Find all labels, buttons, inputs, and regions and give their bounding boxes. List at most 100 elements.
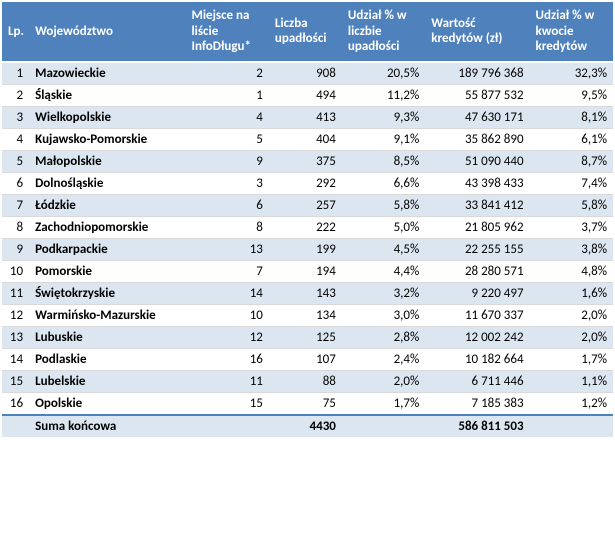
cell-woj: Podlaskie [29, 348, 185, 370]
cell-miejsce: 3 [185, 172, 268, 194]
cell-wartosc: 189 796 368 [425, 62, 529, 85]
cell-liczba: 292 [269, 172, 342, 194]
cell-woj: Małopolskie [29, 150, 185, 172]
cell-miejsce: 16 [185, 348, 268, 370]
cell-wartosc: 33 841 412 [425, 194, 529, 216]
cell-lp: 4 [2, 128, 29, 150]
cell-udzial-k: 1,7% [530, 348, 613, 370]
cell-empty [530, 415, 613, 437]
table-row: 2Śląskie149411,2%55 877 5329,5% [2, 84, 613, 106]
cell-woj: Lubelskie [29, 370, 185, 392]
cell-liczba: 88 [269, 370, 342, 392]
cell-liczba: 375 [269, 150, 342, 172]
cell-lp: 13 [2, 326, 29, 348]
header-wartosc: Wartość kredytów (zł) [425, 2, 529, 62]
cell-liczba: 222 [269, 216, 342, 238]
cell-udzial-l: 1,7% [342, 392, 425, 415]
cell-wartosc: 10 182 664 [425, 348, 529, 370]
table-row: 8Zachodniopomorskie82225,0%21 805 9623,7… [2, 216, 613, 238]
cell-miejsce: 12 [185, 326, 268, 348]
cell-liczba: 194 [269, 260, 342, 282]
cell-woj: Mazowieckie [29, 62, 185, 85]
cell-udzial-k: 8,7% [530, 150, 613, 172]
cell-lp: 15 [2, 370, 29, 392]
cell-miejsce: 8 [185, 216, 268, 238]
cell-lp: 2 [2, 84, 29, 106]
cell-woj: Opolskie [29, 392, 185, 415]
cell-miejsce: 5 [185, 128, 268, 150]
cell-udzial-k: 7,4% [530, 172, 613, 194]
cell-lp: 11 [2, 282, 29, 304]
cell-wartosc: 47 630 171 [425, 106, 529, 128]
total-row: Suma końcowa4430586 811 503 [2, 415, 613, 437]
header-lp: Lp. [2, 2, 29, 62]
cell-miejsce: 13 [185, 238, 268, 260]
cell-liczba: 125 [269, 326, 342, 348]
table-row: 3Wielkopolskie44139,3%47 630 1718,1% [2, 106, 613, 128]
cell-miejsce: 7 [185, 260, 268, 282]
header-liczba: Liczba upadłości [269, 2, 342, 62]
data-table: Lp. Województwo Miejsce na liście InfoDł… [2, 2, 613, 437]
cell-lp: 1 [2, 62, 29, 85]
cell-wartosc: 12 002 242 [425, 326, 529, 348]
table-row: 5Małopolskie93758,5%51 090 4408,7% [2, 150, 613, 172]
total-liczba: 4430 [269, 415, 342, 437]
cell-liczba: 413 [269, 106, 342, 128]
cell-udzial-l: 3,2% [342, 282, 425, 304]
cell-liczba: 199 [269, 238, 342, 260]
header-row: Lp. Województwo Miejsce na liście InfoDł… [2, 2, 613, 62]
cell-udzial-k: 2,0% [530, 304, 613, 326]
cell-miejsce: 2 [185, 62, 268, 85]
table-row: 9Podkarpackie131994,5%22 255 1553,8% [2, 238, 613, 260]
header-woj: Województwo [29, 2, 185, 62]
cell-woj: Pomorskie [29, 260, 185, 282]
table-row: 1Mazowieckie290820,5%189 796 36832,3% [2, 62, 613, 85]
cell-lp: 14 [2, 348, 29, 370]
cell-woj: Dolnośląskie [29, 172, 185, 194]
cell-lp: 7 [2, 194, 29, 216]
cell-woj: Śląskie [29, 84, 185, 106]
header-miejsce: Miejsce na liście InfoDługu* [185, 2, 268, 62]
cell-woj: Świętokrzyskie [29, 282, 185, 304]
cell-wartosc: 28 280 571 [425, 260, 529, 282]
cell-wartosc: 35 862 890 [425, 128, 529, 150]
cell-wartosc: 21 805 962 [425, 216, 529, 238]
cell-miejsce: 11 [185, 370, 268, 392]
cell-miejsce: 9 [185, 150, 268, 172]
cell-woj: Warmińsko-Mazurskie [29, 304, 185, 326]
cell-udzial-l: 2,8% [342, 326, 425, 348]
cell-lp: 6 [2, 172, 29, 194]
cell-woj: Kujawsko-Pomorskie [29, 128, 185, 150]
cell-empty [185, 415, 268, 437]
cell-liczba: 908 [269, 62, 342, 85]
table-row: 12Warmińsko-Mazurskie101343,0%11 670 337… [2, 304, 613, 326]
cell-udzial-k: 1,6% [530, 282, 613, 304]
cell-udzial-k: 6,1% [530, 128, 613, 150]
cell-udzial-k: 3,7% [530, 216, 613, 238]
cell-liczba: 134 [269, 304, 342, 326]
table-row: 15Lubelskie11882,0%6 711 4461,1% [2, 370, 613, 392]
cell-liczba: 257 [269, 194, 342, 216]
table-row: 16Opolskie15751,7%7 185 3831,2% [2, 392, 613, 415]
cell-wartosc: 6 711 446 [425, 370, 529, 392]
cell-udzial-l: 5,0% [342, 216, 425, 238]
cell-wartosc: 9 220 497 [425, 282, 529, 304]
cell-udzial-k: 2,0% [530, 326, 613, 348]
cell-lp: 12 [2, 304, 29, 326]
header-udzial-liczba: Udział % w liczbie upadłości [342, 2, 425, 62]
cell-liczba: 404 [269, 128, 342, 150]
cell-udzial-k: 1,2% [530, 392, 613, 415]
table-row: 14Podlaskie161072,4%10 182 6641,7% [2, 348, 613, 370]
cell-lp: 3 [2, 106, 29, 128]
cell-udzial-l: 2,0% [342, 370, 425, 392]
cell-miejsce: 14 [185, 282, 268, 304]
cell-liczba: 143 [269, 282, 342, 304]
cell-udzial-k: 4,8% [530, 260, 613, 282]
cell-empty [2, 415, 29, 437]
cell-udzial-k: 3,8% [530, 238, 613, 260]
table-row: 13Lubuskie121252,8%12 002 2422,0% [2, 326, 613, 348]
cell-udzial-l: 3,0% [342, 304, 425, 326]
cell-udzial-l: 8,5% [342, 150, 425, 172]
cell-udzial-l: 4,5% [342, 238, 425, 260]
cell-miejsce: 10 [185, 304, 268, 326]
